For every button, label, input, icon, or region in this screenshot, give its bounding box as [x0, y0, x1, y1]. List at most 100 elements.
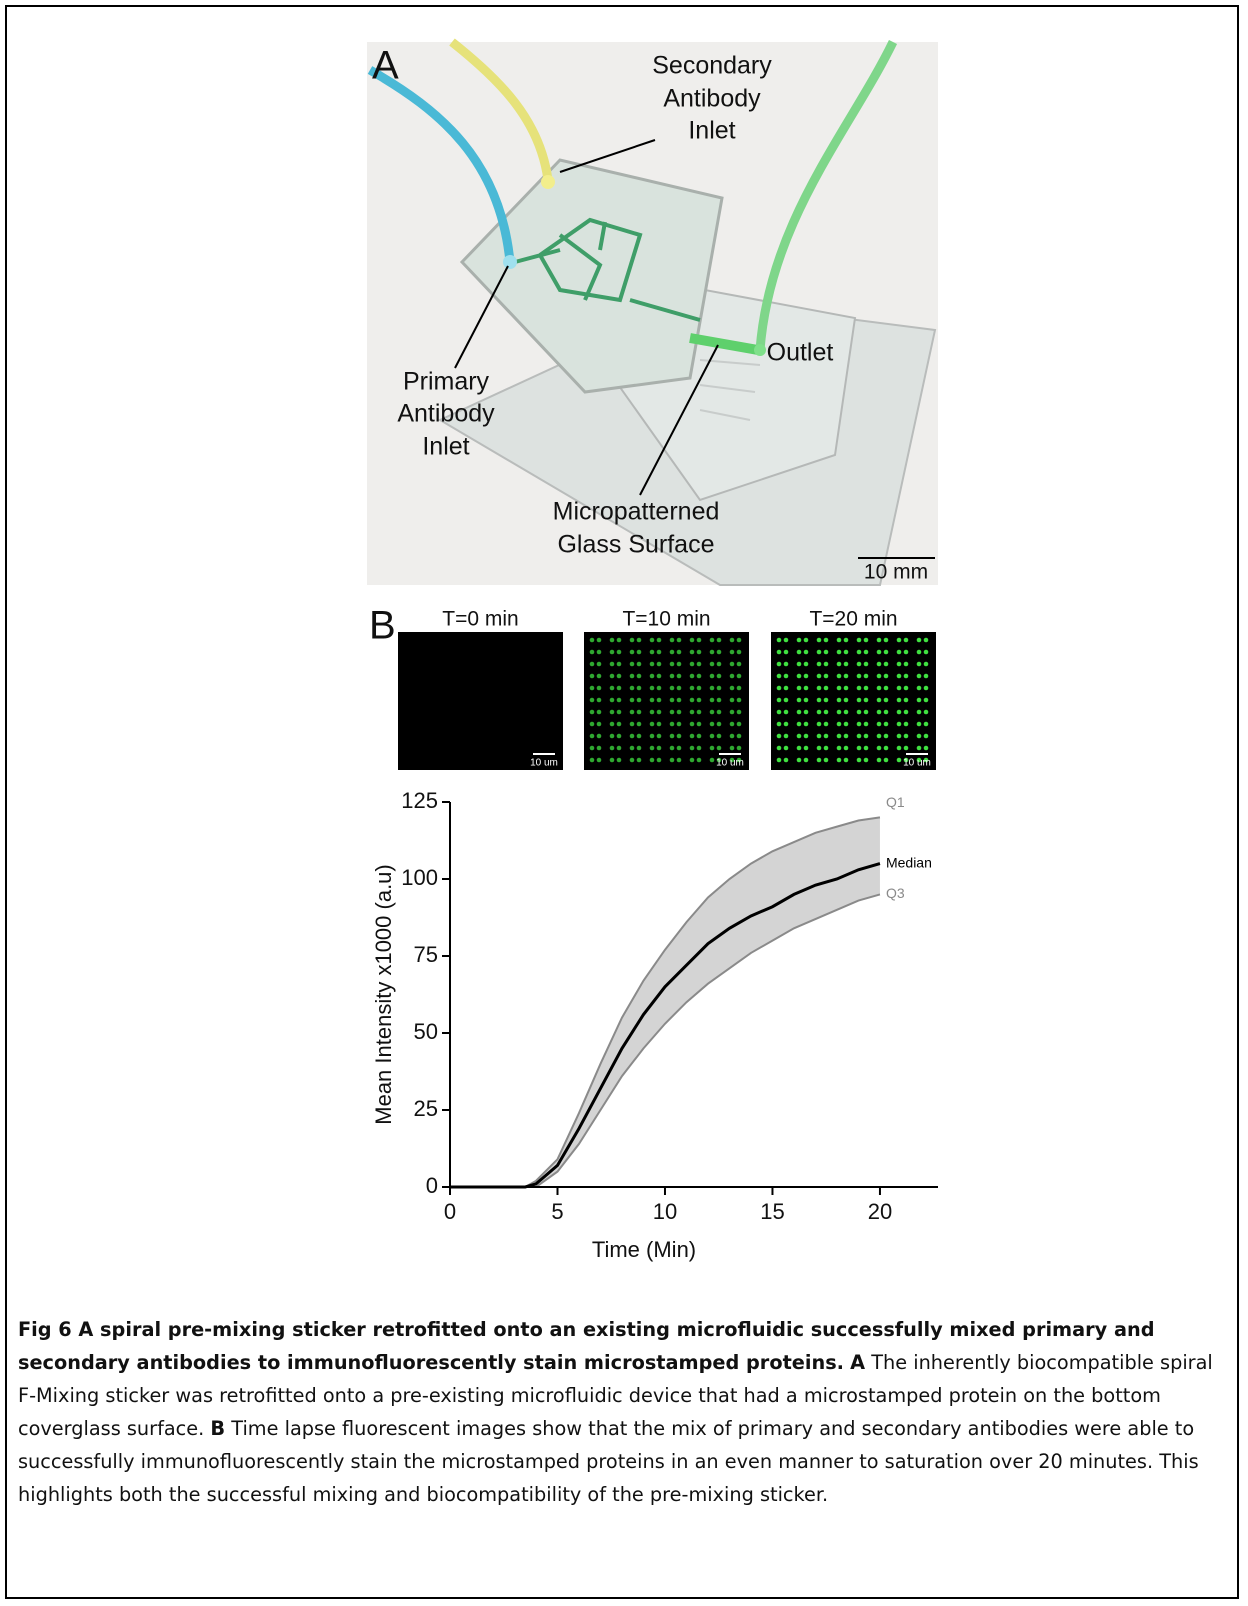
- image-title: T=0 min: [442, 608, 518, 631]
- spot: [856, 661, 862, 667]
- spot: [689, 637, 695, 643]
- spot: [689, 673, 695, 679]
- spot: [843, 673, 849, 679]
- spot: [876, 661, 882, 667]
- spot: [696, 637, 702, 643]
- spot: [856, 709, 862, 715]
- spot: [709, 733, 715, 739]
- spot: [816, 733, 822, 739]
- spot: [896, 649, 902, 655]
- spot: [589, 745, 595, 751]
- spot: [783, 721, 789, 727]
- spot: [816, 697, 822, 703]
- spot: [883, 721, 889, 727]
- spot: [916, 673, 922, 679]
- y-tick-label: 50: [414, 1019, 438, 1044]
- spot: [596, 661, 602, 667]
- spot: [916, 637, 922, 643]
- spot: [676, 697, 682, 703]
- spot: [649, 733, 655, 739]
- series-label: Median: [886, 854, 932, 870]
- spot: [816, 721, 822, 727]
- spot: [629, 685, 635, 691]
- spot: [843, 721, 849, 727]
- spot: [709, 721, 715, 727]
- spot: [803, 721, 809, 727]
- spot: [923, 721, 929, 727]
- spot: [596, 697, 602, 703]
- spot: [836, 685, 842, 691]
- spot: [796, 673, 802, 679]
- spot: [716, 697, 722, 703]
- spot: [916, 649, 922, 655]
- panel-label: B: [369, 604, 396, 648]
- spot: [609, 757, 615, 763]
- x-tick-label: 5: [551, 1199, 563, 1224]
- spot: [636, 757, 642, 763]
- spot: [816, 661, 822, 667]
- spot: [896, 637, 902, 643]
- spot: [676, 733, 682, 739]
- spot: [923, 709, 929, 715]
- spot: [883, 697, 889, 703]
- spot: [616, 709, 622, 715]
- spot: [589, 709, 595, 715]
- spot: [696, 709, 702, 715]
- spot: [796, 745, 802, 751]
- spot: [863, 733, 869, 739]
- spot: [823, 649, 829, 655]
- spot: [803, 637, 809, 643]
- series-label: Q1: [886, 794, 905, 810]
- spot: [883, 685, 889, 691]
- spot: [903, 673, 909, 679]
- spot: [649, 757, 655, 763]
- spot: [616, 661, 622, 667]
- spot: [736, 685, 742, 691]
- spot: [736, 649, 742, 655]
- spot: [636, 649, 642, 655]
- spot: [589, 757, 595, 763]
- spot: [816, 673, 822, 679]
- spot: [656, 721, 662, 727]
- spot: [729, 649, 735, 655]
- spot: [716, 637, 722, 643]
- spot: [876, 721, 882, 727]
- spot: [843, 733, 849, 739]
- spot: [796, 721, 802, 727]
- spot: [636, 685, 642, 691]
- spot: [796, 709, 802, 715]
- spot: [649, 685, 655, 691]
- spot: [803, 685, 809, 691]
- spot: [689, 685, 695, 691]
- spot: [903, 709, 909, 715]
- y-tick-label: 125: [401, 788, 438, 813]
- spot: [656, 745, 662, 751]
- spot: [616, 757, 622, 763]
- y-tick-label: 75: [414, 942, 438, 967]
- spot: [589, 673, 595, 679]
- spot: [803, 745, 809, 751]
- spot: [776, 697, 782, 703]
- spot: [876, 733, 882, 739]
- spot: [923, 697, 929, 703]
- spot: [863, 697, 869, 703]
- spot: [736, 637, 742, 643]
- spot: [883, 757, 889, 763]
- spot: [876, 745, 882, 751]
- spot: [696, 673, 702, 679]
- spot: [596, 673, 602, 679]
- spot: [649, 709, 655, 715]
- spot: [843, 685, 849, 691]
- spot: [883, 733, 889, 739]
- spot: [596, 649, 602, 655]
- spot: [656, 661, 662, 667]
- spot: [776, 661, 782, 667]
- spot: [589, 721, 595, 727]
- spot: [836, 709, 842, 715]
- spot: [656, 673, 662, 679]
- spot: [696, 721, 702, 727]
- spot: [863, 637, 869, 643]
- spot: [883, 709, 889, 715]
- spot: [916, 721, 922, 727]
- spot: [843, 649, 849, 655]
